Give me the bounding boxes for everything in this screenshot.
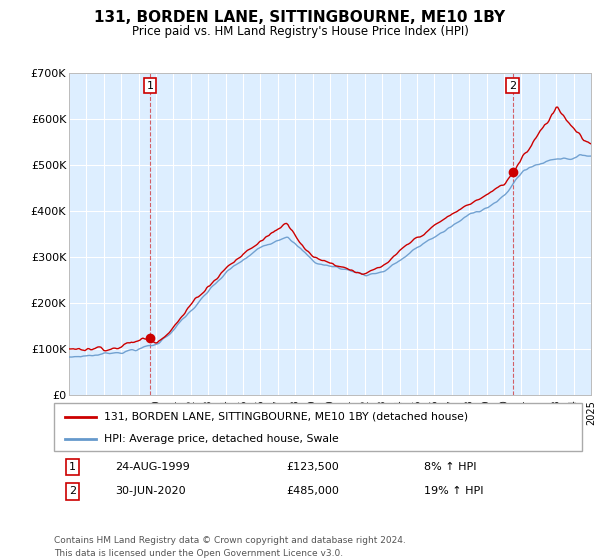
- Text: HPI: Average price, detached house, Swale: HPI: Average price, detached house, Swal…: [104, 434, 339, 444]
- Text: £485,000: £485,000: [286, 487, 339, 496]
- Text: 2: 2: [69, 487, 76, 496]
- Text: Price paid vs. HM Land Registry's House Price Index (HPI): Price paid vs. HM Land Registry's House …: [131, 25, 469, 38]
- Text: 19% ↑ HPI: 19% ↑ HPI: [424, 487, 483, 496]
- Text: 30-JUN-2020: 30-JUN-2020: [115, 487, 185, 496]
- Text: £123,500: £123,500: [286, 462, 339, 472]
- Text: 2: 2: [509, 81, 516, 91]
- Text: This data is licensed under the Open Government Licence v3.0.: This data is licensed under the Open Gov…: [54, 549, 343, 558]
- Text: Contains HM Land Registry data © Crown copyright and database right 2024.: Contains HM Land Registry data © Crown c…: [54, 536, 406, 545]
- Text: 131, BORDEN LANE, SITTINGBOURNE, ME10 1BY: 131, BORDEN LANE, SITTINGBOURNE, ME10 1B…: [94, 10, 506, 25]
- Text: 1: 1: [146, 81, 154, 91]
- Text: 8% ↑ HPI: 8% ↑ HPI: [424, 462, 476, 472]
- FancyBboxPatch shape: [54, 403, 582, 451]
- Text: 24-AUG-1999: 24-AUG-1999: [115, 462, 190, 472]
- Text: 131, BORDEN LANE, SITTINGBOURNE, ME10 1BY (detached house): 131, BORDEN LANE, SITTINGBOURNE, ME10 1B…: [104, 412, 468, 422]
- Text: 1: 1: [69, 462, 76, 472]
